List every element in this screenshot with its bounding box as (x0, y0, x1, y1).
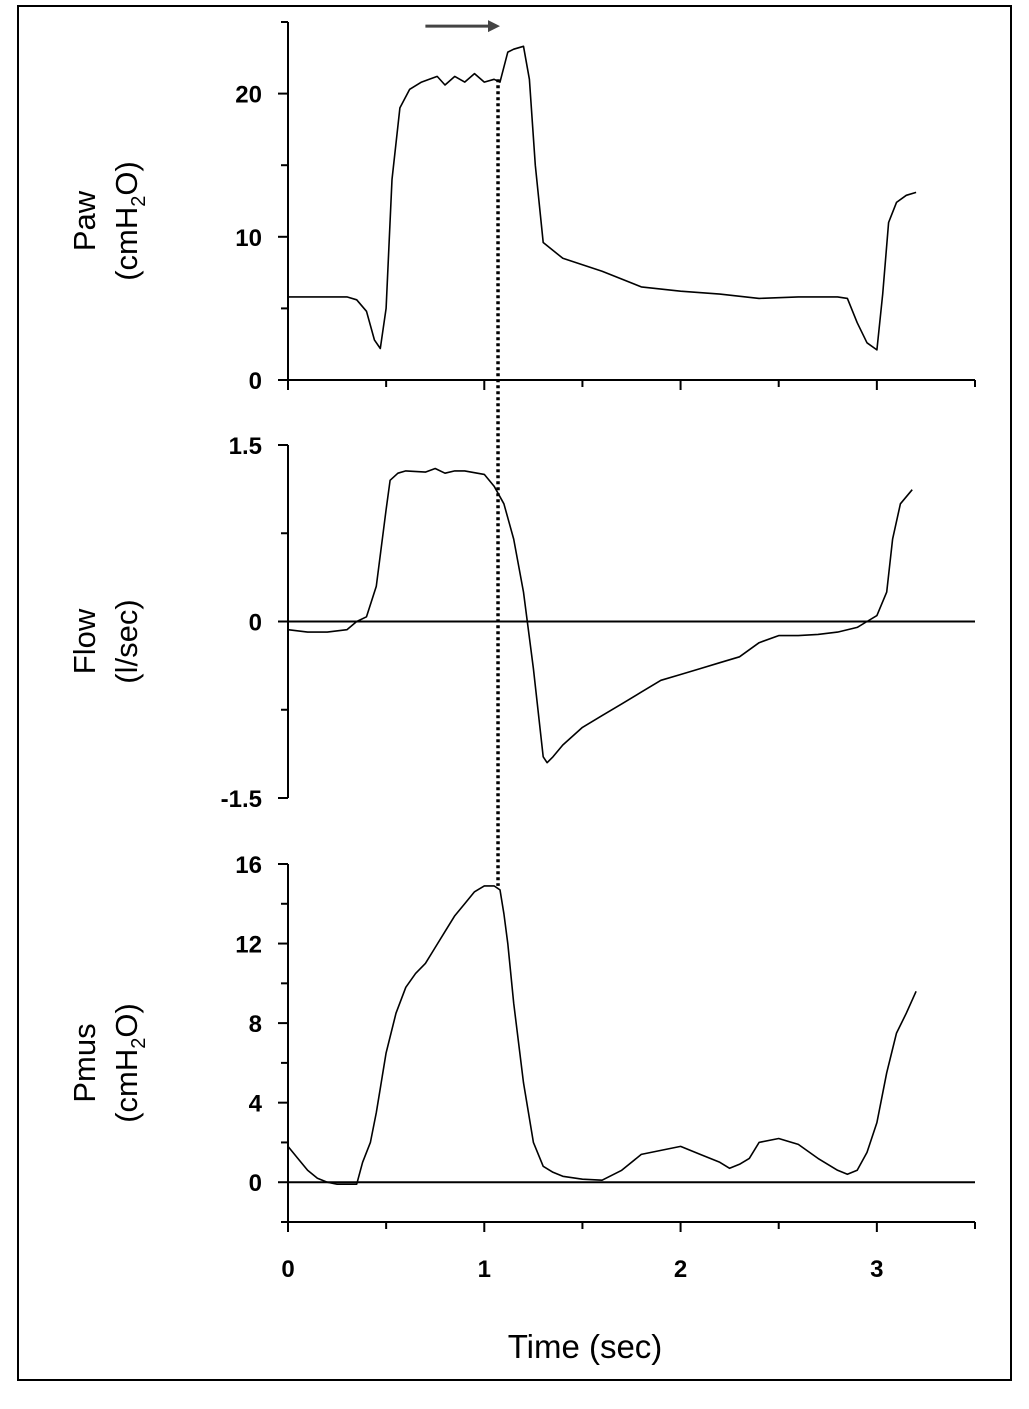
x-tick-label: 1 (478, 1256, 491, 1283)
y-tick-label-pmus: 4 (249, 1091, 263, 1118)
y-tick-label-flow: 0 (249, 610, 262, 637)
panel-flow: -1.5 0 1.5 Flow (l/sec) (67, 433, 975, 813)
series-line-pmus (287, 885, 917, 1185)
y-tick-label-flow: 1.5 (229, 433, 262, 460)
y-axis-label-line2: (l/sec) (109, 599, 144, 683)
x-axis-label: Time (sec) (508, 1328, 663, 1365)
y-tick-label-paw: 20 (235, 82, 262, 109)
x-tick-label: 2 (674, 1256, 687, 1283)
time-axis: 0 1 2 3 (281, 1221, 976, 1283)
y-tick-label-flow: -1.5 (221, 786, 262, 813)
series-line-paw (288, 45, 917, 351)
arrow-head (487, 20, 500, 33)
annotations (425, 20, 500, 886)
y-tick-label-pmus: 16 (235, 852, 262, 879)
y-tick-label-paw: 10 (235, 225, 262, 252)
y-tick-label-pmus: 12 (235, 932, 262, 959)
figure-frame (17, 5, 1012, 1381)
y-axis-label-tail: O) (109, 161, 144, 195)
y-tick-label-pmus: 0 (249, 1170, 262, 1197)
x-tick-label: 3 (870, 1256, 883, 1283)
y-axis-label-line1: Paw (67, 190, 102, 251)
y-axis-label-line1: Flow (67, 608, 102, 674)
y-axis-label-paw: Paw (cmH2O) (67, 161, 150, 281)
x-tick-label: 0 (281, 1256, 294, 1283)
y-axis-label-line2: (cmH (109, 1049, 144, 1123)
y-axis-label-subscript: 2 (128, 196, 150, 207)
y-tick-label-paw: 0 (249, 368, 262, 395)
y-axis-label-tail: O) (109, 1003, 144, 1037)
y-axis-label-pmus: Pmus (cmH2O) (67, 1003, 150, 1123)
y-axis-label-flow: Flow (l/sec) (67, 599, 144, 683)
y-axis-label-line1: Pmus (67, 1023, 102, 1102)
y-tick-label-pmus: 8 (249, 1011, 262, 1038)
series-line-flow (287, 467, 913, 764)
y-axis-label-line2: (cmH (109, 207, 144, 281)
panel-paw: 0 10 20 Paw (cmH2O) (67, 21, 976, 395)
y-axis-label-subscript: 2 (128, 1038, 150, 1049)
panel-pmus: 0 4 8 12 16 Pmus (cmH2O) (67, 852, 975, 1223)
